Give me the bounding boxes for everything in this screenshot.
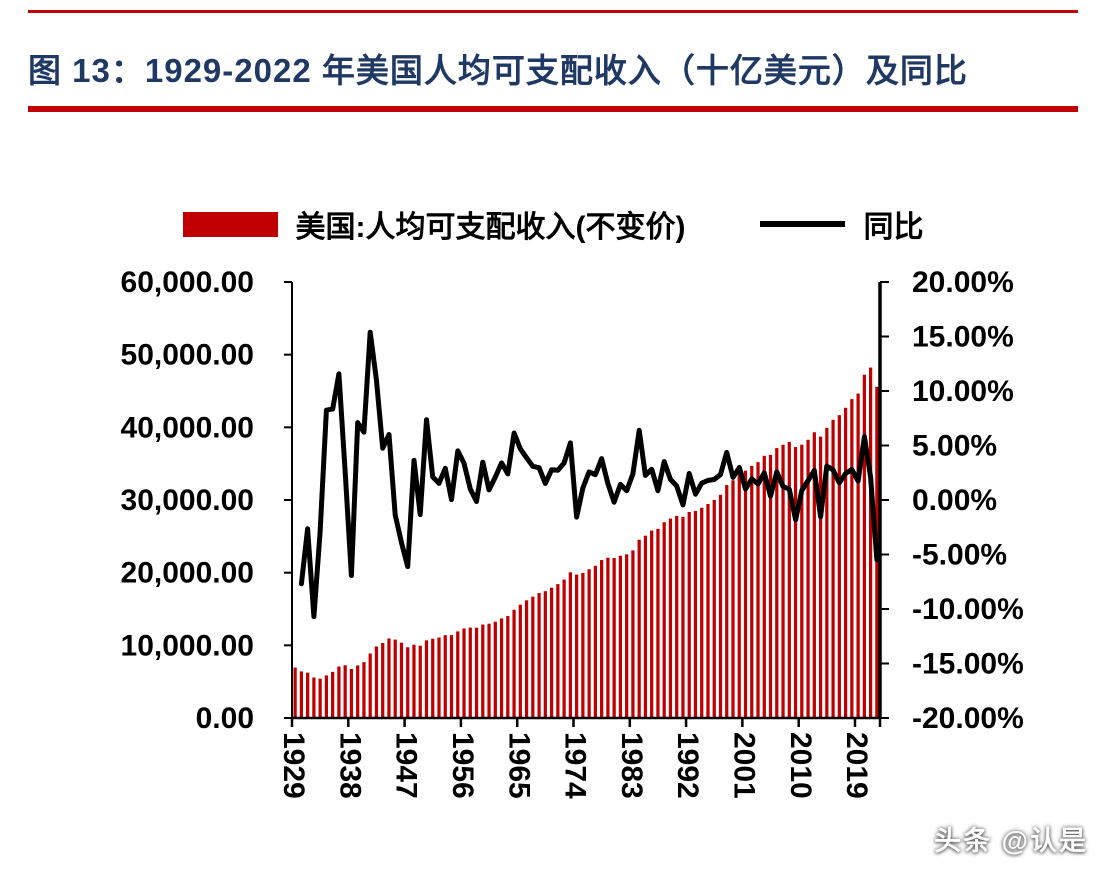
line-series-swatch (760, 221, 846, 227)
x-axis-tick-label: 1965 (502, 732, 535, 799)
left-axis-tick-label: 50,000.00 (121, 339, 254, 372)
right-axis-tick-label: 15.00% (912, 321, 1014, 354)
x-axis-labels: 1929 1938 1947 1956 1965 1974 1983 1992 2001 2010… (277, 732, 873, 799)
left-axis-tick-label: 60,000.00 (121, 266, 254, 299)
x-axis-tick-label: 2019 (840, 732, 873, 799)
axes (284, 281, 889, 727)
chart-legend: 美国:人均可支配收入(不变价) 同比 (0, 202, 1106, 246)
right-axis-tick-label: -15.00% (912, 648, 1024, 681)
right-axis-tick-label: -20.00% (912, 702, 1024, 735)
x-axis-tick-label: 1983 (615, 732, 648, 799)
left-axis-tick-label: 0.00 (196, 702, 254, 735)
right-axis-tick-label: 10.00% (912, 375, 1014, 408)
right-axis-tick-label: -10.00% (912, 593, 1024, 626)
title-underline-rule (28, 106, 1078, 112)
x-axis-tick-label: 1929 (277, 732, 310, 799)
left-axis-tick-label: 30,000.00 (121, 484, 254, 517)
x-axis-tick-label: 1947 (390, 732, 423, 799)
left-axis-tick-label: 20,000.00 (121, 557, 254, 590)
right-axis-tick-label: 20.00% (912, 266, 1014, 299)
x-axis-tick-label: 1974 (559, 732, 592, 799)
x-axis-tick-label: 2010 (784, 732, 817, 799)
left-axis-labels: 0.00 10,000.00 20,000.00 30,000.00 40,000.00… (121, 266, 254, 735)
top-accent-rule (28, 10, 1078, 13)
line-series-label: 同比 (863, 211, 924, 244)
left-axis-tick-label: 40,000.00 (121, 411, 254, 444)
income-bars (293, 367, 879, 718)
x-axis-tick-label: 2001 (728, 732, 761, 799)
legend-item-income: 美国:人均可支配收入(不变价) (182, 202, 686, 246)
watermark: 头条 @认是 (934, 826, 1088, 856)
left-axis-tick-label: 10,000.00 (121, 629, 254, 662)
x-axis-tick-label: 1992 (671, 732, 704, 799)
bar-series-swatch (182, 211, 278, 237)
right-axis-tick-label: 0.00% (912, 484, 997, 517)
bar-series-label: 美国:人均可支配收入(不变价) (295, 211, 686, 244)
legend-item-yoy: 同比 (760, 202, 923, 246)
x-axis-tick-label: 1956 (446, 732, 479, 799)
right-axis-tick-label: 5.00% (912, 430, 997, 463)
right-axis-tick-label: -5.00% (912, 539, 1007, 572)
x-axis-tick-label: 1938 (333, 732, 366, 799)
yoy-line (298, 329, 880, 620)
figure-title: 图 13：1929-2022 年美国人均可支配收入（十亿美元）及同比 (28, 52, 968, 89)
right-axis-labels: -20.00% -15.00% -10.00% -5.00% 0.00% 5.00% 10.… (912, 266, 1024, 735)
